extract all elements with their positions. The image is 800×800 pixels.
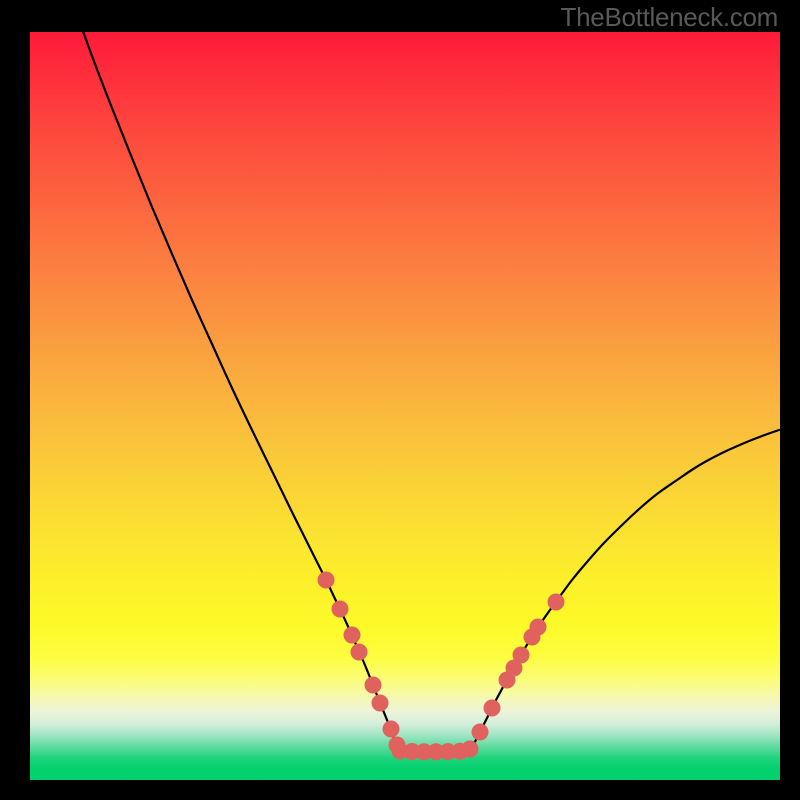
data-marker [530, 619, 547, 636]
data-marker [383, 721, 400, 738]
curve-right-branch [468, 430, 779, 751]
data-marker [372, 695, 389, 712]
data-marker [462, 741, 479, 758]
data-marker [548, 594, 565, 611]
data-marker [318, 572, 335, 589]
data-marker [344, 627, 361, 644]
data-marker [513, 647, 530, 664]
data-marker [351, 644, 368, 661]
data-marker [472, 724, 489, 741]
data-marker [365, 677, 382, 694]
watermark-text: TheBottleneck.com [561, 2, 778, 33]
chart-frame: TheBottleneck.com [0, 0, 800, 800]
data-marker [484, 700, 501, 717]
marker-group [318, 572, 565, 761]
data-marker [332, 601, 349, 618]
chart-svg [0, 0, 800, 800]
